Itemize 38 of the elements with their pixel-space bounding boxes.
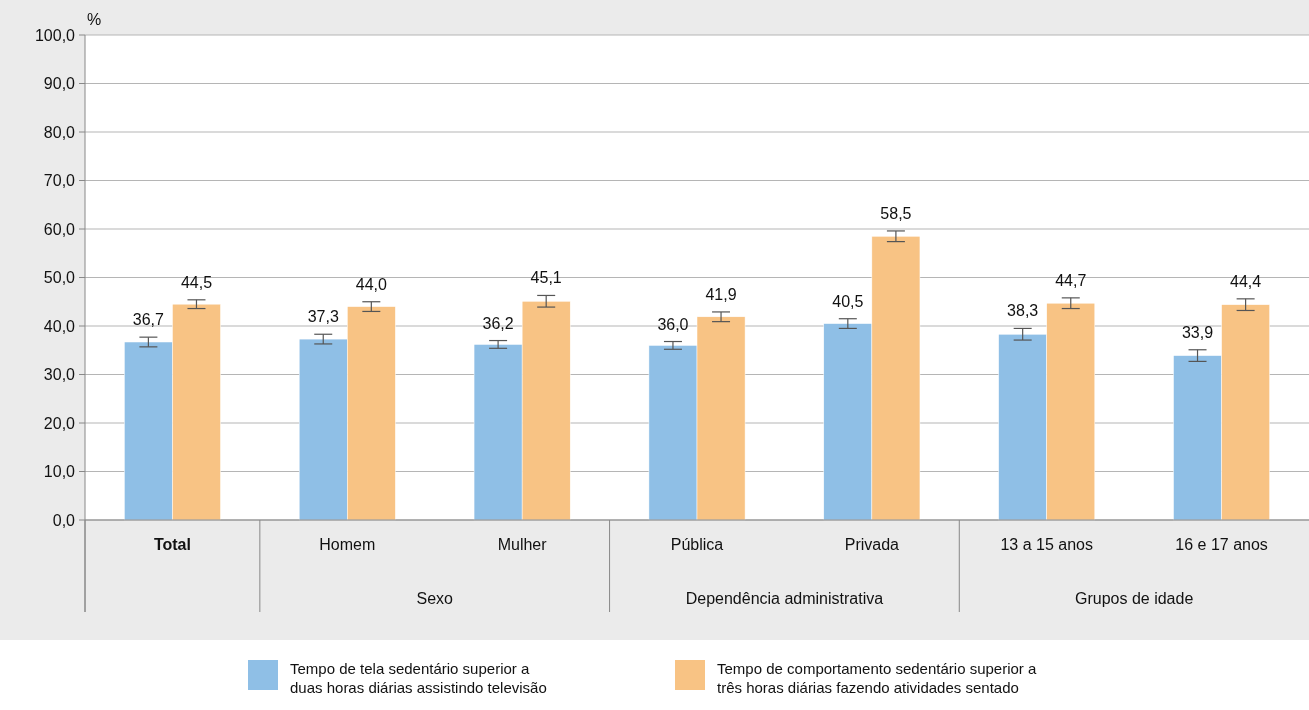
data-label: 44,5 bbox=[180, 273, 213, 291]
data-label: 36,0 bbox=[657, 315, 689, 333]
data-label: 45,1 bbox=[530, 269, 562, 287]
y-tick-label: 90,0 bbox=[43, 75, 76, 93]
data-label: 58,5 bbox=[880, 204, 912, 222]
y-axis-title: % bbox=[87, 11, 102, 28]
x-tick-label: Homem bbox=[319, 536, 376, 553]
y-tick-label: 50,0 bbox=[43, 269, 76, 287]
data-label: 38,3 bbox=[1007, 302, 1039, 320]
legend-label: Tempo de tela sedentário superior a duas horas diárias assistindo televisão bbox=[290, 660, 547, 696]
data-label: 44,0 bbox=[355, 275, 387, 293]
data-label: 36,7 bbox=[132, 311, 165, 329]
data-label: 36,2 bbox=[482, 314, 514, 332]
data-label: 33,9 bbox=[1181, 323, 1214, 341]
y-tick-label: 40,0 bbox=[43, 317, 76, 335]
y-tick-label: 0,0 bbox=[52, 511, 76, 529]
x-tick-label: Pública bbox=[670, 536, 724, 553]
text: Grupos de idade bbox=[1074, 590, 1194, 607]
data-label: 44,4 bbox=[1230, 272, 1262, 290]
y-tick-label: 70,0 bbox=[43, 172, 76, 190]
legend-label: Tempo de comportamento sedentário superior a três horas diárias fazendo atividades sentado bbox=[717, 660, 1037, 696]
x-tick-label: Total bbox=[153, 536, 191, 553]
y-tick-label: 80,0 bbox=[43, 123, 76, 141]
y-tick-label: 30,0 bbox=[43, 366, 76, 384]
data-label: 40,5 bbox=[832, 292, 864, 310]
x-tick-label: Mulher bbox=[497, 536, 548, 553]
x-tick-label: 13 a 15 anos bbox=[1000, 536, 1093, 553]
y-tick-label: 60,0 bbox=[43, 220, 76, 238]
x-tick-label: Privada bbox=[844, 536, 900, 553]
data-label: 41,9 bbox=[705, 285, 737, 303]
y-tick-label: 100,0 bbox=[34, 26, 76, 44]
data-label: 37,3 bbox=[307, 308, 339, 326]
data-label: 44,7 bbox=[1055, 271, 1087, 289]
x-tick-label: 16 e 17 anos bbox=[1175, 536, 1268, 553]
y-tick-label: 10,0 bbox=[43, 463, 76, 481]
y-tick-label: 20,0 bbox=[43, 414, 76, 432]
text: Dependência administrativa bbox=[685, 590, 884, 607]
text: Sexo bbox=[416, 590, 454, 607]
